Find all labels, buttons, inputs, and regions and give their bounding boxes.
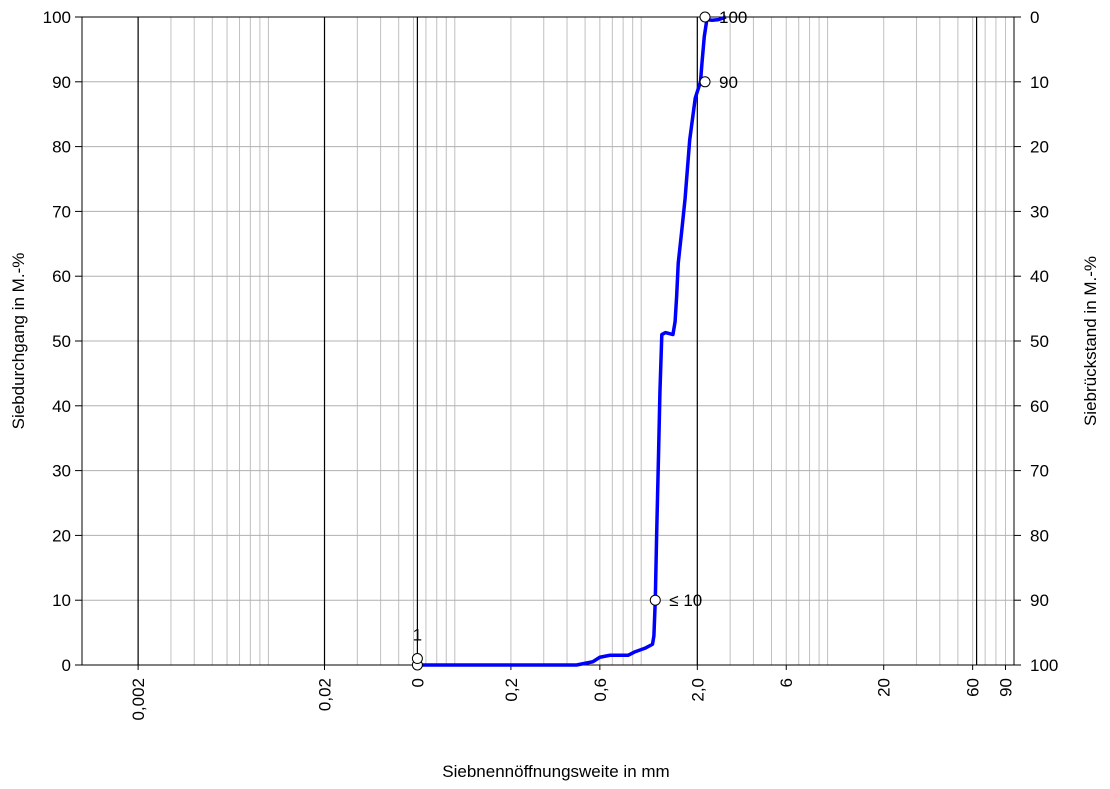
markers-group: 1 ≤ 10 90 100	[411, 8, 747, 671]
marker-label: ≤ 10	[669, 591, 702, 610]
series-group	[417, 15, 727, 667]
grading-curve	[417, 15, 727, 667]
y-tick-label: 50	[52, 332, 71, 351]
marker-point	[699, 76, 711, 88]
marker-point	[411, 653, 423, 665]
y2-tick-label: 30	[1030, 202, 1049, 221]
y-tick-label: 30	[52, 462, 71, 481]
y2-tick-label: 10	[1030, 73, 1049, 92]
y-tick-label: 10	[52, 591, 71, 610]
y2-tick-label: 0	[1030, 8, 1039, 27]
x-tick-label: 0,2	[502, 678, 521, 702]
y-tick-label: 70	[52, 202, 71, 221]
y2-tick-label: 20	[1030, 138, 1049, 157]
y2-tick-label: 90	[1030, 591, 1049, 610]
y2-tick-label: 50	[1030, 332, 1049, 351]
y-axis-title: Siebdurchgang in M.-%	[9, 253, 28, 430]
marker-label: 90	[719, 73, 738, 92]
y-tick-label: 40	[52, 397, 71, 416]
y2-axis-title: Siebrückstand in M.-%	[1081, 256, 1100, 426]
x-tick-label: 0,002	[129, 678, 148, 721]
marker-label: 1	[413, 626, 422, 645]
x-axis-ticks: 0,002 0,02 0 0,2 0,6 2,0 6 20 60 90	[129, 665, 1015, 721]
major-grid	[137, 17, 978, 665]
x-axis-title: Siebnennöffnungsweite in mm	[442, 762, 669, 781]
y2-tick-label: 100	[1030, 656, 1058, 675]
y-axis-ticks: 0 10 20 30 40 50 60 70 80 90 100	[43, 8, 82, 675]
y-tick-label: 90	[52, 73, 71, 92]
x-tick-label: 6	[777, 678, 796, 687]
marker-point	[699, 11, 711, 23]
x-tick-label: 20	[875, 678, 894, 697]
y-tick-label: 100	[43, 8, 71, 27]
y2-tick-label: 70	[1030, 462, 1049, 481]
x-tick-label: 0,02	[316, 678, 335, 711]
y2-tick-label: 60	[1030, 397, 1049, 416]
y-tick-label: 0	[62, 656, 71, 675]
y2-tick-label: 80	[1030, 526, 1049, 545]
x-tick-label: 60	[964, 678, 983, 697]
x-tick-label: 2,0	[688, 678, 707, 702]
x-tick-label: 0	[408, 678, 427, 687]
y-tick-label: 80	[52, 138, 71, 157]
y-tick-label: 60	[52, 267, 71, 286]
marker-label: 100	[719, 8, 747, 27]
y2-tick-label: 40	[1030, 267, 1049, 286]
y-tick-label: 20	[52, 526, 71, 545]
x-tick-label: 0,6	[591, 678, 610, 702]
marker-point	[649, 594, 661, 606]
x-tick-label: 90	[996, 678, 1015, 697]
